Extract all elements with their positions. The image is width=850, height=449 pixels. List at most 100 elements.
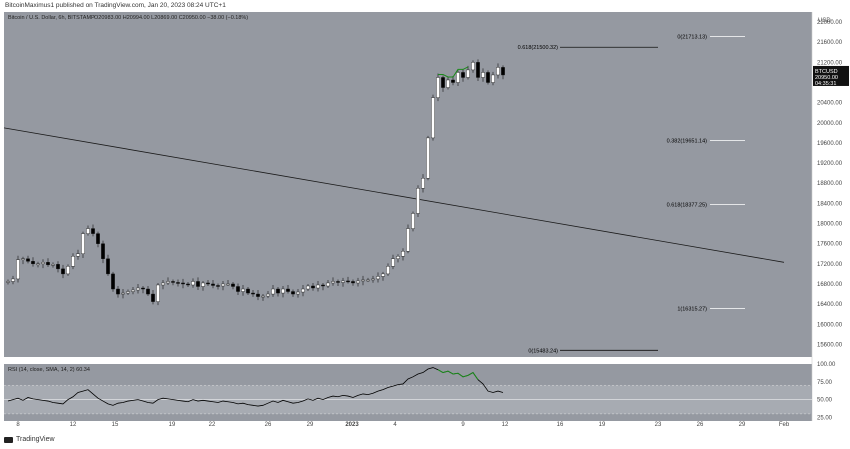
- candle-body: [231, 283, 235, 287]
- candle-body: [496, 67, 500, 76]
- x-tick-label: 4: [393, 422, 397, 428]
- candle-body: [121, 292, 125, 295]
- candle-body: [426, 137, 430, 179]
- candle-body: [346, 280, 350, 283]
- candle-body: [321, 284, 325, 287]
- candle-body: [241, 288, 245, 292]
- candle-body: [376, 276, 380, 280]
- candle-body: [256, 293, 260, 297]
- rsi-tick-label: 50.00: [817, 398, 833, 404]
- candle-body: [491, 74, 495, 83]
- x-tick-label: 8: [16, 422, 20, 428]
- candle-body: [361, 279, 365, 282]
- candle-body: [156, 284, 160, 302]
- candle-body: [186, 283, 190, 286]
- candle-body: [61, 268, 65, 275]
- fib-level-label: 1(16315.27): [677, 306, 707, 312]
- candle-body: [91, 228, 95, 234]
- price-pane: [4, 12, 812, 357]
- x-tick-label: 12: [70, 422, 77, 428]
- candle-body: [286, 288, 290, 292]
- candle-body: [276, 288, 280, 294]
- candle-body: [451, 79, 455, 83]
- candle-body: [126, 291, 130, 294]
- candle-body: [336, 281, 340, 283]
- candle-body: [431, 97, 435, 139]
- fib-level-label: 0.618(21500.32): [518, 45, 559, 51]
- rsi-tick-label: 100.00: [817, 362, 836, 368]
- x-tick-label: 23: [655, 422, 662, 428]
- candle-body: [481, 72, 485, 78]
- y-tick-label: 17200.00: [817, 262, 843, 268]
- candle-body: [136, 287, 140, 291]
- candle-body: [16, 259, 20, 280]
- x-tick-label: 12: [502, 422, 509, 428]
- y-tick-label: 17600.00: [817, 242, 843, 248]
- price-highlight: [438, 66, 469, 78]
- rsi-highlight: [437, 369, 479, 380]
- y-tick-label: 22000.00: [817, 20, 843, 26]
- candle-body: [251, 292, 255, 295]
- candle-body: [406, 228, 410, 252]
- x-tick-label: 15: [112, 422, 119, 428]
- trendline: [3, 127, 785, 263]
- candle-body: [151, 293, 155, 302]
- y-tick-label: 20400.00: [817, 101, 843, 107]
- y-tick-label: 21200.00: [817, 60, 843, 66]
- candle-body: [96, 233, 100, 244]
- x-tick-label: Feb: [779, 422, 790, 428]
- candle-body: [476, 62, 480, 78]
- y-tick-label: 18400.00: [817, 201, 843, 207]
- candle-body: [111, 273, 115, 290]
- candle-body: [291, 291, 295, 295]
- y-tick-label: 16000.00: [817, 322, 843, 328]
- candle-body: [176, 282, 180, 284]
- candle-body: [246, 288, 250, 294]
- candle-body: [236, 286, 240, 292]
- y-tick-label: 18000.00: [817, 222, 843, 228]
- candle-body: [331, 281, 335, 284]
- candle-body: [146, 288, 150, 295]
- candle-body: [41, 262, 45, 265]
- candle-body: [371, 278, 375, 281]
- fib-level-label: 0.382(19651.14): [667, 138, 708, 144]
- candle-body: [101, 243, 105, 259]
- candle-body: [226, 283, 230, 286]
- fib-level-label: 0(15483.24): [528, 348, 558, 354]
- candle-body: [116, 288, 120, 295]
- rsi-tick-label: 25.00: [817, 415, 833, 421]
- tradingview-logo: TradingView: [4, 436, 55, 443]
- candle-body: [421, 178, 425, 189]
- y-tick-label: 20000.00: [817, 121, 843, 127]
- tradingview-icon: [4, 436, 13, 443]
- candle-body: [456, 72, 460, 83]
- candle-body: [216, 285, 220, 287]
- price-badge: [813, 65, 849, 86]
- candle-body: [206, 282, 210, 285]
- candle-body: [221, 283, 225, 287]
- y-tick-label: 19600.00: [817, 141, 843, 147]
- rsi-tick-label: 75.00: [817, 380, 833, 386]
- candle-body: [81, 233, 85, 254]
- candle-body: [301, 288, 305, 293]
- candle-body: [366, 279, 370, 282]
- candle-body: [171, 281, 175, 283]
- candle-body: [271, 288, 275, 295]
- candle-body: [386, 266, 390, 275]
- y-tick-label: 19200.00: [817, 161, 843, 167]
- candle-body: [56, 264, 60, 270]
- candle-body: [11, 278, 15, 282]
- candle-body: [36, 263, 40, 266]
- candle-body: [196, 281, 200, 287]
- x-tick-label: 9: [461, 422, 465, 428]
- candle-body: [106, 258, 110, 275]
- y-tick-label: 16400.00: [817, 302, 843, 308]
- x-tick-label: 29: [307, 422, 314, 428]
- candle-body: [161, 282, 165, 286]
- candle-body: [436, 77, 440, 98]
- candle-body: [201, 282, 205, 287]
- y-tick-label: 15600.00: [817, 342, 843, 348]
- candle-body: [341, 280, 345, 283]
- candle-body: [446, 79, 450, 88]
